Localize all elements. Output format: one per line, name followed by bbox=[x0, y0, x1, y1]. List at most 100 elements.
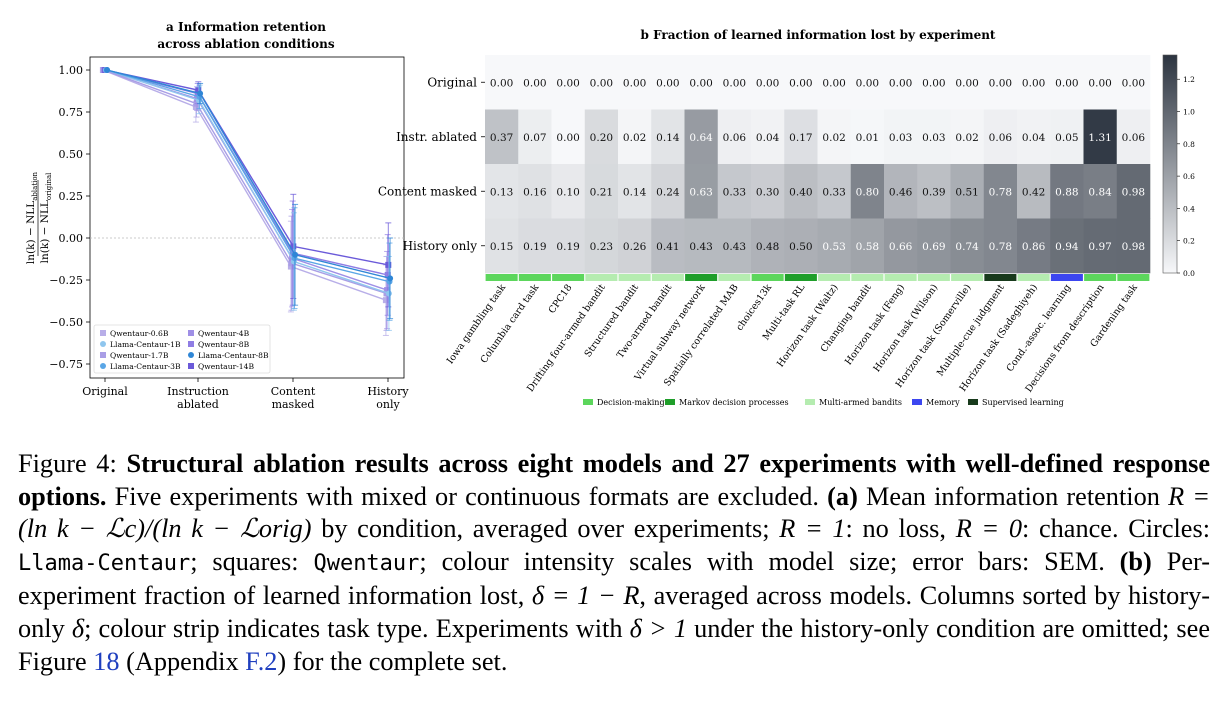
caption-b-label: (b) bbox=[1119, 546, 1152, 576]
ylabel-numerator: ln(k) − NLL bbox=[25, 201, 37, 264]
cell-value: 0.51 bbox=[955, 186, 978, 198]
heatmap-cell bbox=[518, 164, 552, 219]
heatmap-cell bbox=[950, 218, 985, 274]
caption-b-text4: under the history-only condition are omi… bbox=[18, 613, 1211, 676]
heatmap-cell bbox=[850, 55, 885, 110]
heatmap-cell bbox=[485, 218, 519, 274]
heatmap-cell bbox=[1116, 109, 1151, 165]
colorbar-tick-label: 1.2 bbox=[1183, 75, 1195, 84]
data-point bbox=[387, 275, 394, 282]
heatmap-cell bbox=[1116, 218, 1151, 274]
heatmap-cell bbox=[1083, 55, 1118, 110]
task-type-strip-cell bbox=[1117, 274, 1150, 281]
legend-marker bbox=[188, 341, 194, 347]
heatmap-cell bbox=[751, 164, 785, 219]
task-type-strip-cell bbox=[784, 274, 817, 281]
y-tick-label: −0.25 bbox=[49, 274, 83, 287]
task-type-strip-cell bbox=[884, 274, 917, 281]
heatmap-cell bbox=[1083, 164, 1118, 219]
cell-value: 0.00 bbox=[955, 77, 978, 89]
heatmap-cell bbox=[850, 109, 885, 165]
cell-value: 0.94 bbox=[1055, 241, 1079, 253]
panel-a-line-chart: a Information retention across ablation … bbox=[25, 20, 409, 411]
series-line bbox=[106, 69, 390, 283]
caption-delta-gt: δ > 1 bbox=[629, 613, 687, 643]
heatmap-cell bbox=[717, 109, 752, 165]
cell-value: 0.19 bbox=[556, 241, 579, 253]
heatmap-cell bbox=[917, 218, 951, 274]
heatmap-cell bbox=[983, 55, 1018, 110]
x-tick-label: Original bbox=[82, 385, 128, 398]
heatmap-cell bbox=[850, 164, 885, 219]
column-label: Horizon task (Wilson) bbox=[871, 282, 940, 374]
cell-value: 0.26 bbox=[623, 241, 647, 253]
ylabel-numerator-sub: ablation bbox=[31, 171, 39, 200]
caption-b-text1: Per-experiment fraction of learned infor… bbox=[18, 546, 1210, 611]
caption-a-text1: Mean information retention bbox=[866, 481, 1160, 511]
caption-b-text3: ; colour strip indicates task type. Expe… bbox=[84, 613, 623, 643]
cell-value: 0.66 bbox=[889, 241, 913, 253]
cell-value: 0.04 bbox=[1022, 132, 1046, 144]
cell-value: 0.00 bbox=[556, 77, 579, 89]
heatmap-cell bbox=[884, 109, 918, 165]
cell-value: 0.84 bbox=[1088, 186, 1112, 198]
cell-value: 0.33 bbox=[723, 186, 746, 198]
heatmap-cell bbox=[1083, 109, 1118, 165]
task-type-strip-cell bbox=[751, 274, 784, 281]
heatmap-cell bbox=[1017, 218, 1051, 274]
task-type-strip-cell bbox=[552, 274, 585, 281]
heatmap-cell bbox=[485, 164, 519, 219]
task-type-strip-cell bbox=[718, 274, 751, 281]
cell-value: 0.02 bbox=[955, 132, 978, 144]
cell-value: 0.78 bbox=[989, 241, 1012, 253]
svg-text:ln(k) − NLLoriginal: ln(k) − NLLoriginal bbox=[39, 172, 53, 263]
series-line bbox=[103, 69, 387, 295]
caption-a-text3: : no loss, bbox=[845, 514, 946, 544]
heatmap-cell bbox=[651, 164, 685, 219]
ylabel-denominator: ln(k) − NLL bbox=[39, 200, 51, 263]
cell-value: 0.02 bbox=[822, 132, 845, 144]
cell-value: 0.00 bbox=[889, 77, 912, 89]
cell-value: 0.33 bbox=[822, 186, 845, 198]
series-line bbox=[102, 69, 387, 301]
caption-b-text2: , averaged across models. Columns sorted… bbox=[18, 581, 1210, 643]
data-point bbox=[384, 287, 391, 294]
svg-text:ln(k) − NLLablation: ln(k) − NLLablation bbox=[25, 171, 39, 264]
legend-label: Llama-Centaur-8B bbox=[198, 351, 269, 360]
heatmap-cell bbox=[584, 164, 619, 219]
legend-marker bbox=[100, 352, 106, 358]
task-type-strip-cell bbox=[618, 274, 651, 281]
heatmap-cell bbox=[485, 55, 519, 110]
heatmap-cell bbox=[1050, 218, 1084, 274]
caption-b-text6: ) for the complete set. bbox=[277, 646, 508, 676]
x-tick-label: masked bbox=[272, 398, 315, 411]
cell-value: 0.06 bbox=[723, 132, 747, 144]
cell-value: 0.01 bbox=[856, 132, 879, 144]
column-label: Horizon task (Feng) bbox=[843, 282, 907, 367]
heatmap-cell bbox=[950, 164, 985, 219]
heatmap-cell bbox=[618, 109, 652, 165]
task-type-strip-cell bbox=[685, 274, 718, 281]
cell-value: 0.19 bbox=[523, 241, 546, 253]
caption-ref-figure[interactable]: 18 bbox=[93, 646, 120, 676]
panel-a-title-line2: across ablation conditions bbox=[157, 37, 334, 51]
heatmap-cell bbox=[717, 218, 752, 274]
row-label: Instr. ablated bbox=[396, 130, 477, 144]
caption-label: Figure 4: bbox=[18, 449, 117, 478]
cell-value: 0.00 bbox=[556, 132, 579, 144]
heatmap-cell bbox=[684, 164, 719, 219]
caption-mono-llama: Llama-Centaur bbox=[18, 550, 191, 576]
column-label: CPC18 bbox=[547, 282, 575, 315]
row-label: Content masked bbox=[378, 184, 477, 198]
x-tick-label: History bbox=[367, 385, 409, 398]
data-point bbox=[290, 243, 297, 250]
legend-label: Qwentaur-8B bbox=[198, 340, 250, 349]
x-tick-label: only bbox=[376, 398, 400, 411]
colorbar-tick-label: 0.8 bbox=[1183, 140, 1195, 149]
caption-ref-appendix[interactable]: F.2 bbox=[245, 646, 278, 676]
cell-value: 0.69 bbox=[922, 241, 945, 253]
cell-value: 0.30 bbox=[756, 186, 779, 198]
column-label: Iowa gambling task bbox=[445, 282, 508, 366]
caption-delta-def: δ = 1 − R bbox=[531, 581, 640, 611]
data-point bbox=[385, 290, 392, 297]
